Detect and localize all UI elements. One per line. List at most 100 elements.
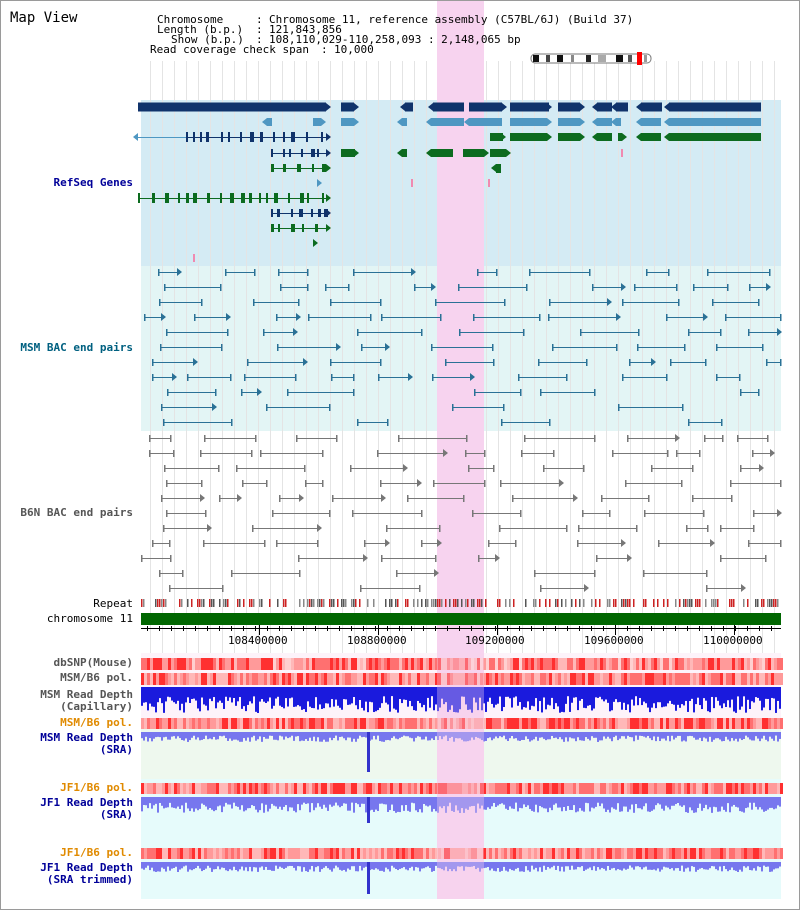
- read-depth-bar: [357, 797, 359, 805]
- read-depth-bar: [741, 732, 743, 741]
- read-depth-bar: [579, 862, 581, 868]
- polymorphism-density: [258, 673, 261, 685]
- polymorphism-density: [264, 673, 267, 685]
- bac-end: [357, 329, 359, 336]
- read-depth-bar: [701, 862, 703, 868]
- read-depth-bar: [663, 862, 665, 867]
- read-depth-bar: [503, 687, 505, 708]
- track-label-b6n-bac[interactable]: B6N BAC end pairs: [20, 506, 133, 519]
- polymorphism-density: [480, 718, 483, 729]
- read-depth-bar: [423, 797, 425, 804]
- polymorphism-density: [594, 848, 597, 859]
- repeat-mark: [313, 599, 315, 607]
- bac-end: [692, 495, 694, 502]
- read-depth-bar: [185, 732, 187, 739]
- read-depth-bar: [143, 862, 145, 870]
- polymorphism-density: [222, 658, 225, 670]
- polymorphism-density: [654, 673, 657, 685]
- read-depth-bar: [153, 797, 155, 806]
- read-depth-bar: [749, 862, 751, 871]
- polymorphism-density: [609, 673, 612, 685]
- read-depth-bar: [611, 862, 613, 869]
- gene-exon-block: [558, 102, 580, 112]
- read-depth-bar: [427, 797, 429, 807]
- read-depth-bar: [699, 862, 701, 869]
- polymorphism-density: [501, 658, 504, 670]
- read-depth-bar: [329, 862, 331, 870]
- bac-end: [609, 510, 611, 517]
- read-depth-bar: [581, 687, 583, 699]
- read-depth-bar: [693, 797, 695, 813]
- repeat-mark: [467, 599, 469, 607]
- read-depth-bar: [255, 732, 257, 741]
- track-label-jf1-depth-trim: JF1 Read Depth: [40, 861, 133, 874]
- read-depth-bar: [141, 732, 143, 739]
- polymorphism-density: [576, 658, 579, 670]
- repeat-mark: [219, 599, 221, 607]
- read-depth-bar: [347, 862, 349, 869]
- repeat-mark: [197, 599, 199, 607]
- read-depth-bar: [707, 862, 709, 870]
- read-depth-bar: [507, 797, 509, 810]
- read-depth-bar: [495, 797, 497, 807]
- read-depth-bar: [421, 797, 423, 813]
- polymorphism-density: [618, 673, 621, 685]
- polymorphism-density: [648, 658, 651, 670]
- polymorphism-density: [348, 673, 351, 685]
- polymorphism-density: [594, 673, 597, 685]
- bac-end: [473, 314, 475, 321]
- colon: :: [256, 33, 263, 46]
- read-depth-bar: [557, 687, 559, 707]
- bac-end: [201, 480, 203, 487]
- polymorphism-density: [339, 783, 342, 794]
- read-depth-bar: [735, 687, 737, 713]
- repeat-mark: [715, 599, 717, 607]
- strand-arrow: [397, 118, 402, 126]
- read-depth-bar: [619, 732, 621, 739]
- read-depth-bar: [231, 797, 233, 809]
- polymorphism-density: [678, 658, 681, 670]
- bac-end: [749, 284, 751, 291]
- polymorphism-density: [606, 848, 609, 859]
- polymorphism-density: [387, 673, 390, 685]
- read-depth-bar: [217, 732, 219, 740]
- polymorphism-density: [669, 658, 672, 670]
- gene-exon: [302, 224, 304, 232]
- polymorphism-density: [171, 848, 174, 859]
- read-depth-bar: [413, 797, 415, 804]
- polymorphism-density: [468, 673, 471, 685]
- read-depth-bar: [629, 732, 631, 737]
- read-depth-bar: [435, 732, 437, 737]
- read-depth-bar: [669, 862, 671, 870]
- read-depth-bar: [295, 797, 297, 813]
- polymorphism-density: [534, 658, 537, 670]
- track-label-refseq-genes[interactable]: RefSeq Genes: [53, 176, 133, 189]
- bac-end: [577, 540, 579, 547]
- repeat-mark: [259, 599, 261, 607]
- read-depth-bar: [265, 797, 267, 805]
- repeat-mark: [421, 599, 423, 607]
- read-depth-bar: [191, 687, 193, 700]
- read-depth-bar: [247, 797, 249, 809]
- read-depth-bar: [287, 732, 289, 739]
- length-label: Length (b.p.): [157, 23, 244, 36]
- read-depth-bar: [611, 687, 613, 711]
- read-depth-bar: [319, 732, 321, 742]
- polymorphism-density: [156, 783, 159, 794]
- repeat-mark: [471, 599, 473, 607]
- bac-end: [221, 344, 223, 351]
- read-depth-bar: [621, 797, 623, 812]
- polymorphism-density: [363, 718, 366, 729]
- read-depth-bar: [421, 687, 423, 708]
- polymorphism-density: [318, 848, 321, 859]
- read-depth-bar: [615, 797, 617, 810]
- repeat-mark: [311, 599, 313, 607]
- polymorphism-density: [159, 718, 162, 729]
- read-depth-bar: [711, 732, 713, 742]
- gene-exon: [322, 164, 326, 172]
- read-depth-bar: [581, 862, 583, 867]
- read-depth-bar: [281, 687, 283, 707]
- polymorphism-density: [660, 848, 663, 859]
- track-label-msm-bac[interactable]: MSM BAC end pairs: [20, 341, 133, 354]
